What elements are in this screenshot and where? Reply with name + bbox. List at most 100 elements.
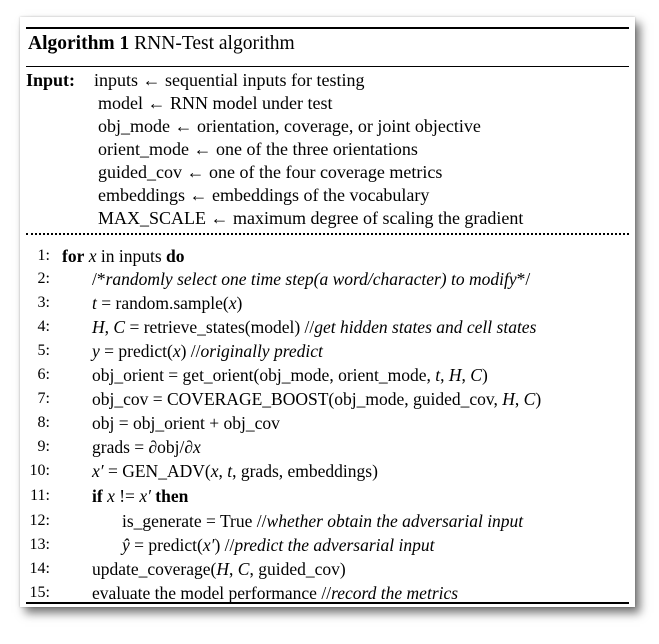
- math-variable: H: [92, 317, 105, 337]
- math-variable: t: [227, 461, 233, 481]
- math-variable: C: [113, 317, 126, 337]
- comment-text: record the metrics: [331, 583, 459, 603]
- input-line: guided_cov ← one of the four coverage me…: [98, 162, 443, 182]
- algorithm-step: ŷ = predict(x′) //predict the adversaria…: [122, 534, 434, 556]
- code-text: ): [236, 293, 243, 313]
- code-text: ,: [514, 389, 524, 409]
- bottom-rule: [26, 602, 629, 604]
- math-variable: x: [210, 461, 219, 481]
- algorithm-title: Algorithm 1 RNN-Test algorithm: [28, 33, 295, 55]
- comment-text: originally predict: [200, 341, 323, 361]
- algorithm-name: RNN-Test algorithm: [134, 33, 295, 54]
- line-number: 4:: [37, 318, 50, 335]
- dotted-separator: [26, 233, 629, 235]
- algorithm-step: grads = ∂obj/∂x: [92, 436, 201, 458]
- math-variable: x′: [139, 486, 151, 506]
- math-variable: H: [448, 365, 462, 385]
- algorithm-step: evaluate the model performance //record …: [92, 582, 458, 604]
- math-variable: C: [523, 389, 536, 409]
- line-number: 5:: [37, 342, 50, 359]
- math-variable: C: [470, 365, 482, 385]
- comment-text: predict the adversarial input: [234, 535, 435, 555]
- line-number: 2:: [37, 270, 50, 287]
- math-variable: x′: [92, 461, 104, 481]
- math-variable: x: [88, 246, 97, 266]
- keyword: for: [62, 246, 85, 266]
- code-text: ): [481, 365, 488, 385]
- line-number: 7:: [37, 390, 50, 407]
- code-text: !=: [114, 486, 140, 506]
- input-line: model ← RNN model under test: [98, 93, 333, 113]
- line-number: 14:: [29, 560, 50, 577]
- math-variable: H: [216, 559, 230, 579]
- algorithm-step: for x in inputs do: [62, 245, 185, 267]
- math-variable: x: [172, 341, 181, 361]
- line-number: 8:: [37, 414, 50, 431]
- code-text: evaluate the model performance //: [92, 583, 332, 603]
- code-text: obj_orient = get_orient(obj_mode, orient…: [92, 365, 436, 385]
- code-text: ,: [461, 365, 471, 385]
- algorithm-step: obj_orient = get_orient(obj_mode, orient…: [92, 364, 488, 386]
- code-text: ,: [229, 559, 238, 579]
- line-number: 1:: [37, 247, 50, 264]
- math-variable: t: [435, 365, 441, 385]
- algorithm-step: obj = obj_orient + obj_cov: [92, 412, 280, 434]
- code-text: , grads, embeddings): [232, 461, 378, 481]
- algorithm-step: y = predict(x) //originally predict: [92, 340, 323, 362]
- code-text: in inputs: [96, 246, 167, 266]
- code-text: ): [535, 389, 542, 409]
- algorithm-step: x′ = GEN_ADV(x, t, grads, embeddings): [92, 460, 378, 482]
- line-number: 3:: [37, 294, 50, 311]
- algorithm-step: is_generate = True //whether obtain the …: [122, 510, 523, 532]
- code-text: obj = obj_orient + obj_cov: [92, 413, 280, 433]
- line-number: 11:: [30, 487, 50, 504]
- input-line: MAX_SCALE ← maximum degree of scaling th…: [98, 208, 524, 228]
- algorithm-step: t = random.sample(x): [92, 292, 242, 314]
- input-line: obj_mode ← orientation, coverage, or joi…: [98, 116, 481, 136]
- math-variable: H: [502, 389, 515, 409]
- code-text: */: [516, 269, 531, 289]
- code-text: = random.sample(: [96, 293, 229, 313]
- line-number: 10:: [29, 462, 50, 479]
- math-variable: ŷ: [122, 535, 130, 555]
- comment-text: get hidden states and cell states: [314, 317, 537, 337]
- code-text: = predict(: [99, 341, 173, 361]
- comment-text: whether obtain the adversarial input: [266, 511, 524, 531]
- line-number: 9:: [37, 438, 50, 455]
- math-variable: y: [92, 341, 100, 361]
- algorithm-step: if x != x′ then: [92, 485, 188, 507]
- keyword: if: [92, 486, 103, 506]
- code-text: , guided_cov): [249, 559, 346, 579]
- input-label: Input:: [26, 70, 76, 90]
- title-rule: [26, 66, 629, 67]
- line-number: 15:: [29, 584, 50, 601]
- code-text: = predict(: [129, 535, 203, 555]
- code-text: grads = ∂obj/∂: [92, 437, 194, 457]
- input-line: embeddings ← embeddings of the vocabular…: [98, 185, 430, 205]
- code-text: ) //: [214, 535, 235, 555]
- keyword: do: [166, 246, 185, 266]
- code-text: = GEN_ADV(: [103, 461, 211, 481]
- code-text: ,: [218, 461, 228, 481]
- math-variable: x: [193, 437, 201, 457]
- code-text: ) //: [180, 341, 201, 361]
- comment-text: randomly select one time step(a word/cha…: [105, 269, 517, 289]
- code-text: = retrieve_states(model) //: [125, 317, 315, 337]
- keyword: then: [155, 486, 189, 506]
- algorithm-step: /*randomly select one time step(a word/c…: [92, 268, 530, 290]
- code-text: ,: [440, 365, 449, 385]
- top-rule: [26, 27, 629, 29]
- input-line: inputs ← sequential inputs for testing: [94, 70, 365, 90]
- algorithm-label: Algorithm 1: [28, 33, 130, 54]
- math-variable: x′: [202, 535, 215, 555]
- algorithm-step: update_coverage(H, C, guided_cov): [92, 558, 346, 580]
- algorithm-step: obj_cov = COVERAGE_BOOST(obj_mode, guide…: [92, 388, 541, 410]
- line-number: 6:: [37, 366, 50, 383]
- math-variable: x: [107, 486, 115, 506]
- code-text: obj_cov = COVERAGE_BOOST(obj_mode, guide…: [92, 389, 503, 409]
- code-text: is_generate = True //: [122, 511, 267, 531]
- input-line: orient_mode ← one of the three orientati…: [98, 139, 418, 159]
- math-variable: C: [237, 559, 250, 579]
- math-variable: x: [228, 293, 237, 313]
- algorithm-step: H, C = retrieve_states(model) //get hidd…: [92, 316, 536, 338]
